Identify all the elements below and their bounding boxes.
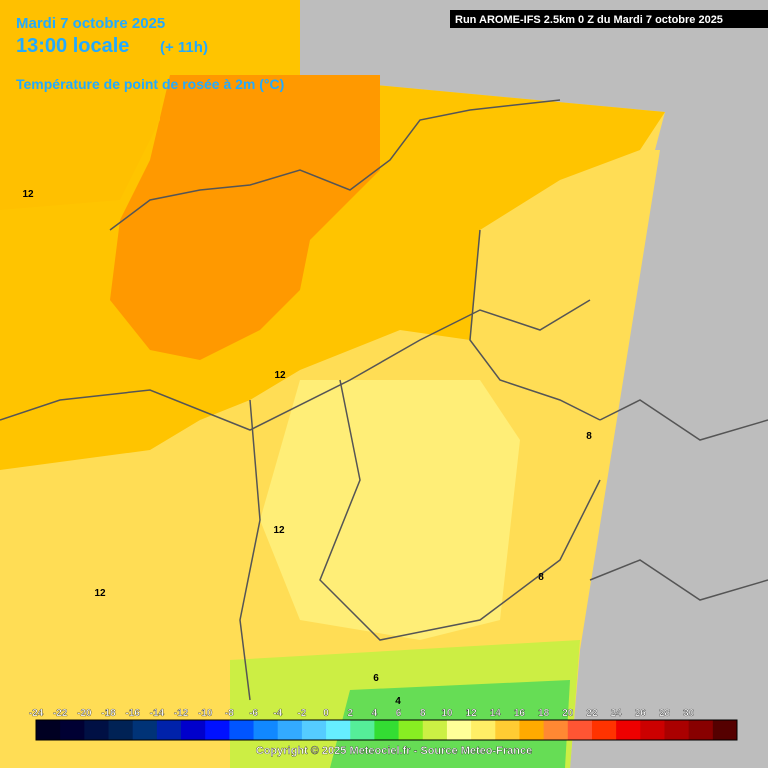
copyright: Copyright © 2025 Meteociel.fr - Source M…	[256, 745, 532, 757]
colorbar-swatch	[616, 720, 641, 740]
colorbar-swatch	[495, 720, 520, 740]
colorbar-swatch	[350, 720, 375, 740]
time: 13:00 locale	[16, 35, 129, 57]
zone-sea	[0, 0, 160, 210]
colorbar-label: -4	[273, 708, 282, 719]
colorbar-swatch	[156, 720, 182, 740]
colorbar-label: -14	[150, 708, 165, 719]
contour-label: 12	[94, 588, 106, 599]
colorbar-swatch	[36, 720, 61, 740]
colorbar-swatch	[471, 720, 496, 740]
colorbar-label: -18	[101, 708, 116, 719]
colorbar-swatch	[712, 720, 738, 740]
contour-label: 8	[538, 572, 544, 583]
border-line	[0, 299, 591, 431]
colorbar-label: 20	[562, 708, 574, 719]
colorbar-label: -2	[297, 708, 306, 719]
colorbar-swatch	[132, 720, 158, 740]
colorbar-label: -6	[249, 708, 258, 719]
colorbar-swatch	[301, 720, 327, 740]
colorbar-label: -22	[53, 708, 68, 719]
colorbar-label: -8	[225, 708, 234, 719]
colorbar-swatch	[84, 720, 110, 740]
contour-label: 12	[22, 189, 34, 200]
colorbar-swatch	[446, 720, 472, 740]
colorbar-label: 2	[347, 708, 353, 719]
run-info: Run AROME-IFS 2.5km 0 Z du Mardi 7 octob…	[455, 14, 723, 26]
colorbar-swatch	[688, 720, 714, 740]
border-line	[469, 229, 601, 421]
border-line	[319, 379, 601, 641]
contour-label: 6	[373, 673, 379, 684]
colorbar-label: 12	[466, 708, 478, 719]
contour-label: 12	[273, 525, 285, 536]
contour-label: 8	[586, 431, 592, 442]
borders	[0, 99, 768, 701]
border-line	[599, 399, 768, 441]
colorbar-label: -12	[174, 708, 189, 719]
contour-label: 4	[395, 696, 401, 707]
run-box	[450, 10, 768, 28]
colorbar-swatch	[519, 720, 545, 740]
colorbar-swatch	[205, 720, 230, 740]
colorbar-swatch	[253, 720, 279, 740]
colorbar-label: 24	[611, 708, 623, 719]
colorbar-swatch	[326, 720, 351, 740]
colorbar-swatch	[181, 720, 206, 740]
date: Mardi 7 octobre 2025	[16, 15, 165, 32]
offset: (+ 11h)	[160, 39, 208, 56]
colorbar-label: 8	[420, 708, 426, 719]
colorbar-swatch	[374, 720, 400, 740]
colorbar-frame	[35, 719, 738, 741]
colorbar-label: -10	[198, 708, 213, 719]
colorbar-label: 26	[635, 708, 647, 719]
colorbar-swatch	[422, 720, 448, 740]
contour-label: 12	[274, 370, 286, 381]
zone-14	[110, 75, 380, 360]
border-line	[239, 399, 261, 701]
colorbar-label: 28	[659, 708, 671, 719]
colorbar-swatch	[640, 720, 665, 740]
colorbar-swatch	[664, 720, 690, 740]
colorbar-swatch	[108, 720, 134, 740]
colorbar-swatch	[543, 720, 569, 740]
colorbar-swatch	[277, 720, 303, 740]
colorbar-label: 6	[396, 708, 402, 719]
colorbar-label: 10	[441, 708, 453, 719]
colorbar-swatch	[398, 720, 424, 740]
parameter: Température de point de rosée à 2m (°C)	[16, 76, 284, 92]
colorbar-label: 30	[683, 708, 695, 719]
colorbar-label: 4	[372, 708, 378, 719]
coastline	[109, 99, 561, 231]
colorbar-label: 16	[514, 708, 526, 719]
colorbar-label: 22	[586, 708, 598, 719]
colorbar-swatch	[567, 720, 593, 740]
colorbar-label: 14	[490, 708, 502, 719]
zone-10	[260, 380, 520, 640]
colorbar-label: -20	[77, 708, 92, 719]
colorbar-swatch	[591, 720, 617, 740]
border-line	[589, 559, 768, 601]
colorbar-label: 18	[538, 708, 550, 719]
colorbar-swatch	[60, 720, 85, 740]
colorbar-label: -24	[29, 708, 44, 719]
colorbar-swatch	[229, 720, 255, 740]
colorbar-label: -16	[125, 708, 140, 719]
colorbar-label: 0	[323, 708, 329, 719]
